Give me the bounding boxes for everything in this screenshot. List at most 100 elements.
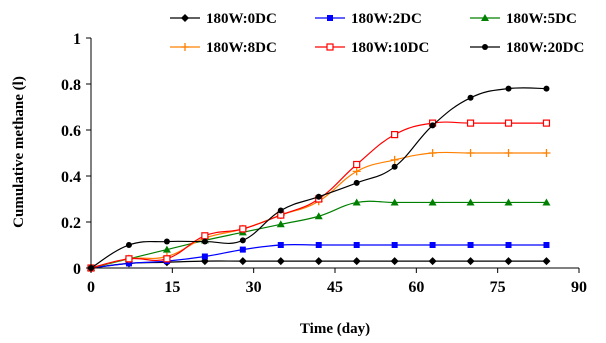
legend-item: 180W:20DC — [470, 40, 584, 56]
data-point — [542, 119, 551, 127]
data-point — [162, 245, 171, 253]
data-point — [239, 246, 246, 253]
series-1 — [88, 242, 550, 271]
data-point — [353, 160, 361, 169]
data-point — [542, 257, 551, 266]
y-tick-label: 1 — [73, 31, 81, 48]
y-tick-label: 0.8 — [61, 77, 81, 94]
legend: 180W:0DC 180W:2DC 180W:5DC 180W:8DC 180W:10D… — [170, 11, 584, 56]
data-point — [238, 257, 247, 266]
series-line — [90, 151, 547, 269]
legend-marker — [181, 14, 189, 22]
data-point — [276, 257, 285, 266]
plot-area: 0 0.2 0.4 0.6 0.8 1 0 15 30 45 60 75 90 — [61, 31, 587, 296]
data-point — [163, 238, 170, 245]
data-point — [390, 257, 399, 266]
data-point — [466, 119, 475, 127]
data-point — [201, 232, 209, 240]
series-3 — [87, 149, 551, 272]
series-line — [90, 87, 547, 269]
y-tick-label: 0.6 — [61, 123, 81, 140]
legend-label: 180W:0DC — [206, 11, 277, 27]
data-point — [505, 85, 512, 92]
series-0 — [87, 257, 551, 272]
data-point — [315, 193, 322, 200]
data-point — [428, 198, 437, 206]
data-point — [201, 253, 208, 260]
data-point — [239, 237, 246, 244]
data-point — [352, 257, 361, 266]
legend-item: 180W:2DC — [315, 11, 422, 27]
data-point — [466, 257, 475, 266]
legend-item: 180W:0DC — [170, 11, 277, 27]
y-tick-label: 0 — [73, 261, 81, 278]
y-ticks: 0 0.2 0.4 0.6 0.8 1 — [61, 31, 91, 278]
data-point — [505, 242, 512, 248]
x-tick-label: 75 — [490, 279, 506, 296]
data-point — [352, 167, 361, 176]
data-point — [429, 242, 436, 248]
data-point — [429, 122, 436, 129]
data-point — [504, 198, 513, 206]
y-axis-title: Cumulative methane (l) — [11, 76, 27, 228]
data-point — [543, 85, 550, 92]
data-point — [390, 198, 399, 206]
data-point — [466, 198, 475, 206]
data-point — [125, 242, 132, 248]
data-point — [391, 131, 399, 139]
data-point — [391, 163, 398, 170]
data-point — [391, 242, 398, 248]
data-point — [504, 119, 513, 127]
data-point — [542, 198, 551, 206]
data-point — [428, 257, 437, 266]
data-point — [239, 225, 247, 233]
x-tick-label: 0 — [87, 279, 95, 296]
data-point — [353, 179, 360, 186]
legend-label: 180W:8DC — [206, 40, 277, 56]
data-point — [201, 238, 208, 245]
data-point — [543, 242, 550, 248]
data-point — [125, 260, 132, 267]
y-tick-label: 0.4 — [61, 169, 81, 186]
data-point — [467, 94, 474, 101]
data-point — [504, 257, 513, 266]
x-tick-label: 45 — [327, 279, 343, 296]
data-point — [428, 149, 437, 157]
data-point — [353, 242, 360, 248]
legend-item: 180W:8DC — [170, 40, 277, 56]
data-point — [390, 155, 399, 164]
y-tick-label: 0.2 — [61, 215, 81, 232]
legend-item: 180W:10DC — [315, 40, 429, 56]
series-5 — [88, 85, 550, 271]
x-tick-label: 30 — [246, 279, 262, 296]
x-axis-title: Time (day) — [300, 321, 370, 337]
x-tick-label: 60 — [408, 279, 424, 296]
data-point — [352, 198, 361, 206]
legend-marker — [327, 15, 333, 21]
data-point — [125, 255, 133, 263]
legend-marker — [481, 14, 489, 21]
data-point — [314, 212, 323, 220]
data-point — [315, 242, 322, 248]
legend-label: 180W:10DC — [351, 40, 429, 56]
x-ticks: 0 15 30 45 60 75 90 — [87, 268, 587, 296]
legend-marker — [482, 44, 488, 50]
data-point — [467, 242, 474, 248]
x-tick-label: 90 — [571, 279, 587, 296]
legend-label: 180W:2DC — [351, 11, 422, 27]
legend-label: 180W:20DC — [506, 40, 584, 56]
legend-item: 180W:5DC — [470, 11, 577, 27]
data-point — [466, 149, 475, 157]
data-point — [504, 149, 513, 157]
legend-marker — [181, 43, 189, 51]
legend-marker — [326, 43, 334, 51]
data-point — [276, 220, 285, 228]
legend-label: 180W:5DC — [506, 11, 577, 27]
series-layer — [87, 85, 551, 272]
data-point — [277, 207, 284, 214]
data-point — [542, 149, 551, 157]
x-tick-label: 15 — [164, 279, 180, 296]
data-point — [277, 242, 284, 248]
data-point — [163, 255, 171, 263]
